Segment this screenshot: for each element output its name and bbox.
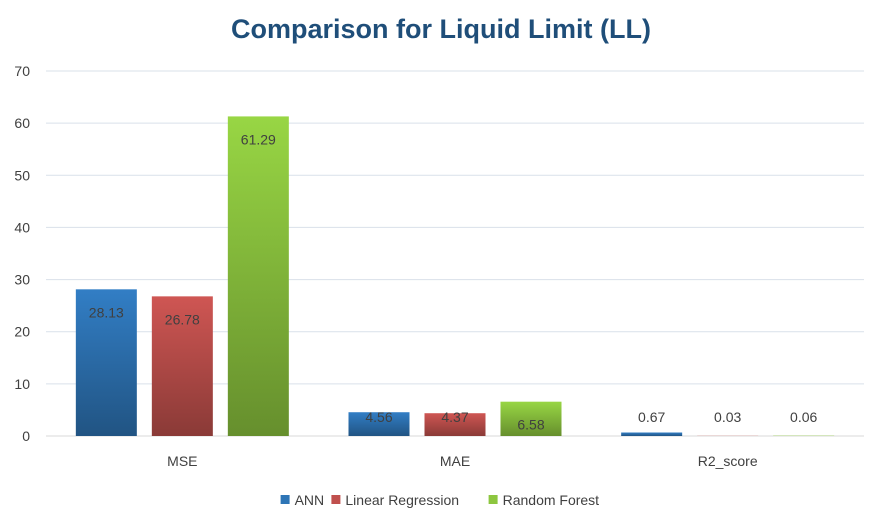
bar-linear-regression <box>424 413 486 436</box>
legend-swatch <box>331 495 341 504</box>
legend-label: Random Forest <box>503 492 600 508</box>
bar-random-forest <box>500 401 562 436</box>
y-tick-label: 40 <box>14 219 30 235</box>
x-axis-labels: MSE MAE R2_score <box>167 453 758 469</box>
y-tick-label: 60 <box>14 115 30 131</box>
bars <box>75 116 835 436</box>
bar-ann <box>75 289 137 436</box>
chart-title: Comparison for Liquid Limit (LL) <box>231 14 651 44</box>
data-label: 26.78 <box>165 311 200 327</box>
legend-swatch <box>280 495 290 504</box>
data-label: 0.03 <box>714 409 741 425</box>
y-tick-label: 10 <box>14 376 30 392</box>
bar-random-forest <box>227 116 289 436</box>
legend-label: Linear Regression <box>345 492 459 508</box>
legend-swatch <box>488 495 498 504</box>
data-label: 28.13 <box>89 304 124 320</box>
bar-ann <box>348 412 410 436</box>
bar-ann <box>621 432 683 436</box>
data-labels: 28.13 26.78 61.29 4.56 4.37 6.58 0.67 0.03 0.06 <box>89 131 818 432</box>
x-category-label: MAE <box>440 453 470 469</box>
x-category-label: MSE <box>167 453 197 469</box>
y-tick-label: 20 <box>14 324 30 340</box>
y-tick-label: 70 <box>14 63 30 79</box>
data-label: 4.37 <box>441 409 468 425</box>
data-label: 0.67 <box>638 409 665 425</box>
data-label: 4.56 <box>365 409 392 425</box>
legend-label: ANN <box>295 492 325 508</box>
bar-linear-regression <box>151 296 213 436</box>
x-category-label: R2_score <box>698 453 758 469</box>
data-label: 6.58 <box>517 417 544 433</box>
y-tick-label: 50 <box>14 167 30 183</box>
data-label: 0.06 <box>790 409 817 425</box>
gridlines: 0 10 20 30 40 50 60 70 <box>14 63 864 444</box>
y-tick-label: 0 <box>22 428 30 444</box>
y-tick-label: 30 <box>14 272 30 288</box>
legend: ANN Linear Regression Random Forest <box>280 492 600 508</box>
data-label: 61.29 <box>241 131 276 147</box>
